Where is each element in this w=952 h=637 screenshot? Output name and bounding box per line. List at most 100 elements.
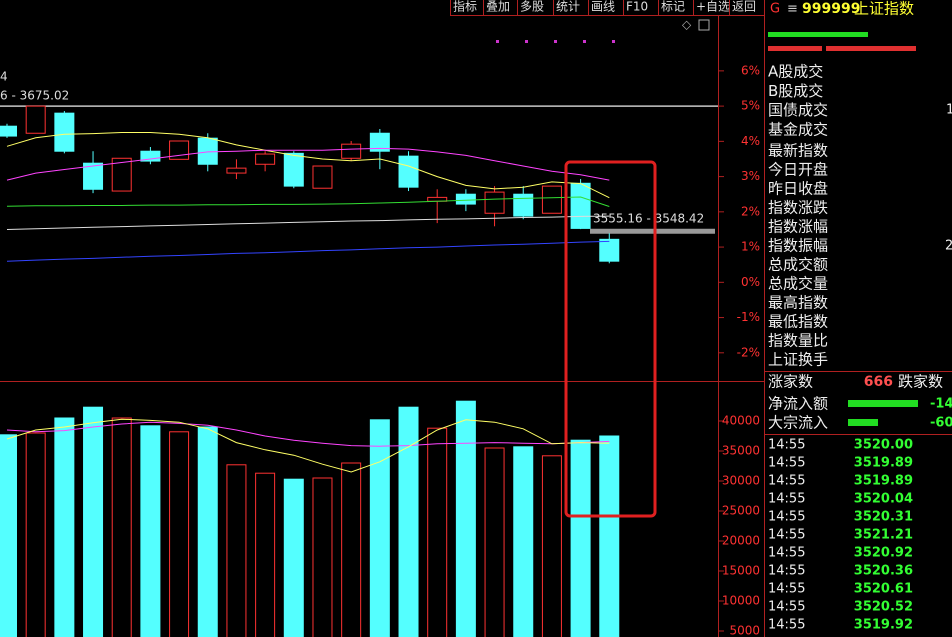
icon-diamond[interactable]: ◇	[682, 18, 692, 32]
candle-body	[369, 132, 390, 152]
volume-bar	[455, 400, 476, 637]
flow-value: -14	[930, 397, 952, 412]
stat-label: 基金成交	[768, 120, 828, 138]
tick-price: 3519.92	[854, 618, 913, 633]
candle-body	[226, 167, 247, 174]
volume-bar	[83, 406, 104, 637]
signal-dots	[496, 40, 615, 43]
tick-time: 14:55	[768, 438, 805, 453]
toolbar-button[interactable]: 指标	[453, 0, 477, 14]
menu-icon[interactable]: ≡	[787, 2, 798, 17]
y-tick-label: 5%	[741, 99, 760, 113]
volume-bar	[111, 417, 132, 637]
volume-bar	[427, 427, 448, 637]
candle-body	[513, 193, 534, 217]
volume-bar	[484, 447, 505, 637]
tick-price: 3519.89	[854, 456, 913, 471]
panel-bars	[768, 32, 918, 426]
tick-price: 3520.52	[854, 600, 913, 615]
volume-bar	[255, 472, 276, 637]
price-ma-line	[6, 196, 610, 207]
y-tick-label: 20000	[722, 534, 760, 548]
toolbar-button[interactable]: +自选	[696, 0, 730, 14]
volume-bar	[570, 439, 591, 637]
toolbar-button[interactable]: 多股	[520, 0, 544, 14]
stock-name: 上证指数	[854, 0, 914, 18]
tick-price: 3520.31	[854, 510, 913, 525]
tick-price: 3520.61	[854, 582, 913, 597]
price-label: 4	[0, 70, 8, 84]
stat-label: 总成交额	[768, 256, 828, 274]
tick-price: 3520.04	[854, 492, 913, 507]
stat-label: B股成交	[768, 82, 823, 100]
volume-bar	[169, 431, 190, 637]
highlight-box	[564, 160, 657, 518]
tick-time: 14:55	[768, 474, 805, 489]
y-tick-label: 10000	[722, 594, 760, 608]
volume-bar	[140, 425, 161, 637]
toolbar-button[interactable]: 统计	[556, 0, 580, 14]
stat-value: 1	[946, 103, 952, 118]
tick-time: 14:55	[768, 456, 805, 471]
toolbar-button[interactable]: 叠加	[486, 0, 510, 14]
stat-label: 指数涨幅	[768, 218, 828, 236]
up-count: 666	[864, 374, 893, 390]
toolbar-button[interactable]: 画线	[591, 0, 615, 14]
tick-time: 14:55	[768, 618, 805, 633]
y-tick-label: 5000	[729, 624, 760, 637]
candle-body	[484, 191, 505, 214]
stat-label: 上证换手	[768, 351, 828, 369]
tick-time: 14:55	[768, 492, 805, 507]
candle-body	[570, 182, 591, 229]
volume-bar	[197, 426, 218, 637]
code-prefix: G	[770, 2, 780, 17]
tick-time: 14:55	[768, 546, 805, 561]
volume-bar	[312, 477, 333, 637]
candle-body	[541, 185, 562, 214]
stat-label: 最高指数	[768, 294, 828, 312]
volume-bar	[599, 435, 620, 637]
volume-bar	[341, 462, 362, 637]
flow-value: -60	[930, 416, 952, 431]
tick-price: 3521.21	[854, 528, 913, 543]
volume-bar	[0, 434, 17, 637]
flow-label: 净流入额	[768, 395, 828, 413]
stat-label: A股成交	[768, 63, 823, 81]
stat-label: 国债成交	[768, 101, 828, 119]
stat-label: 今日开盘	[768, 161, 828, 179]
toolbar-button[interactable]: 返回	[732, 0, 756, 14]
y-tick-label: 4%	[741, 134, 760, 148]
y-tick-label: 25000	[722, 504, 760, 518]
y-tick-label: -1%	[737, 310, 760, 324]
volume-bar	[513, 446, 534, 637]
stat-label: 最新指数	[768, 142, 828, 160]
price-ma-line	[6, 132, 610, 199]
tick-time: 14:55	[768, 582, 805, 597]
candle-body	[25, 105, 46, 134]
tick-price: 3520.92	[854, 546, 913, 561]
y-tick-label: 40000	[722, 414, 760, 428]
stat-label: 昨日收盘	[768, 180, 828, 198]
toolbar-button[interactable]: F10	[626, 0, 648, 14]
candle-body	[599, 238, 620, 262]
tick-price: 3520.00	[854, 438, 913, 453]
price-ma-line	[6, 240, 610, 262]
toolbar-button[interactable]: 标记	[661, 0, 685, 14]
tick-time: 14:55	[768, 600, 805, 615]
stat-label: 最低指数	[768, 313, 828, 331]
stat-value: 2	[945, 239, 952, 254]
volume-ma-line	[6, 421, 610, 447]
price-ma-line	[6, 215, 610, 230]
y-tick-label: 0%	[741, 275, 760, 289]
candle-body	[283, 152, 304, 187]
icon-window[interactable]	[698, 19, 710, 31]
candle-body	[197, 137, 218, 165]
y-tick-label: -2%	[737, 345, 760, 359]
y-tick-label: 6%	[741, 63, 760, 77]
candle-body	[255, 153, 276, 165]
stat-label: 涨家数	[768, 373, 813, 391]
volume-bar	[398, 406, 419, 637]
candle-body	[140, 150, 161, 162]
volume-bar	[25, 432, 46, 637]
candle-body	[83, 162, 104, 190]
